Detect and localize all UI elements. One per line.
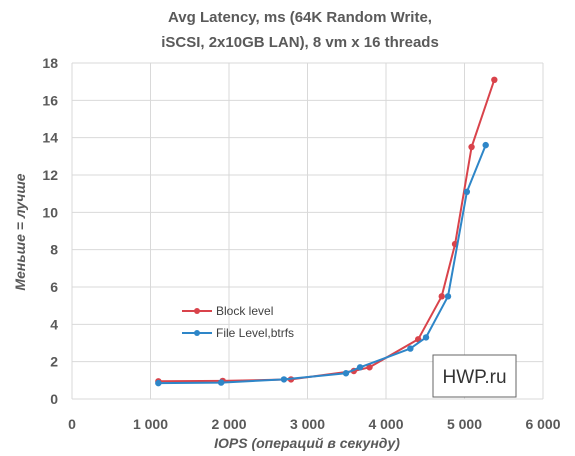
data-point xyxy=(280,376,288,383)
grid xyxy=(71,62,544,400)
legend-marker-file-level xyxy=(194,330,200,336)
x-tick-labels: 0 1 000 2 000 3 000 4 000 5 000 6 000 xyxy=(68,416,561,432)
y-tick-label: 14 xyxy=(42,130,58,146)
watermark-text: HWP.ru xyxy=(442,367,506,388)
x-tick-label: 3 000 xyxy=(290,416,325,432)
x-tick-label: 1 000 xyxy=(133,416,168,432)
data-point xyxy=(356,364,364,371)
data-point xyxy=(155,379,162,387)
watermark: HWP.ru xyxy=(432,354,517,398)
y-tick-label: 16 xyxy=(42,92,58,108)
series-line-1 xyxy=(158,144,487,385)
legend: Block level File Level,btrfs xyxy=(182,304,294,340)
y-tick-label: 12 xyxy=(42,167,58,183)
legend-item-block-level: Block level xyxy=(182,304,273,318)
y-tick-label: 18 xyxy=(42,55,58,71)
chart-title: Avg Latency, ms (64K Random Write, iSCSI… xyxy=(161,9,439,51)
x-tick-label: 6 000 xyxy=(525,416,560,432)
x-tick-label: 0 xyxy=(68,416,76,432)
x-tick-label: 5 000 xyxy=(447,416,482,432)
legend-label-block-level: Block level xyxy=(216,304,273,318)
data-point xyxy=(422,334,430,341)
data-point xyxy=(444,293,452,300)
x-tick-label: 4 000 xyxy=(368,416,403,432)
data-point xyxy=(482,141,489,149)
series-lines xyxy=(155,76,498,387)
y-tick-label: 8 xyxy=(50,242,58,258)
y-tick-label: 6 xyxy=(50,279,58,295)
y-tick-labels: 0 2 4 6 8 10 12 14 16 18 xyxy=(42,55,58,407)
y-tick-label: 0 xyxy=(50,391,58,407)
chart-title-line-1: Avg Latency, ms (64K Random Write, xyxy=(168,9,432,26)
y-tick-label: 10 xyxy=(42,204,58,220)
series-line-0 xyxy=(158,79,496,383)
watermark-box xyxy=(432,354,517,398)
y-tick-label: 4 xyxy=(50,316,58,332)
data-point xyxy=(342,370,350,377)
data-point xyxy=(438,293,445,300)
chart-title-line-2: iSCSI, 2x10GB LAN), 8 vm x 16 threads xyxy=(161,34,439,51)
legend-item-file-level: File Level,btrfs xyxy=(182,326,294,340)
legend-label-file-level: File Level,btrfs xyxy=(216,326,294,340)
legend-marker-block-level xyxy=(194,308,200,314)
data-point xyxy=(491,76,498,84)
y-axis-label: Меньше = лучше xyxy=(12,173,28,290)
data-point xyxy=(468,143,475,151)
data-point xyxy=(407,345,414,352)
y-tick-label: 2 xyxy=(50,354,58,370)
data-point xyxy=(366,364,373,371)
x-axis-label: IOPS (операций в секунду) xyxy=(214,435,400,451)
x-tick-label: 2 000 xyxy=(211,416,246,432)
data-point xyxy=(463,188,471,195)
data-point xyxy=(217,379,225,386)
